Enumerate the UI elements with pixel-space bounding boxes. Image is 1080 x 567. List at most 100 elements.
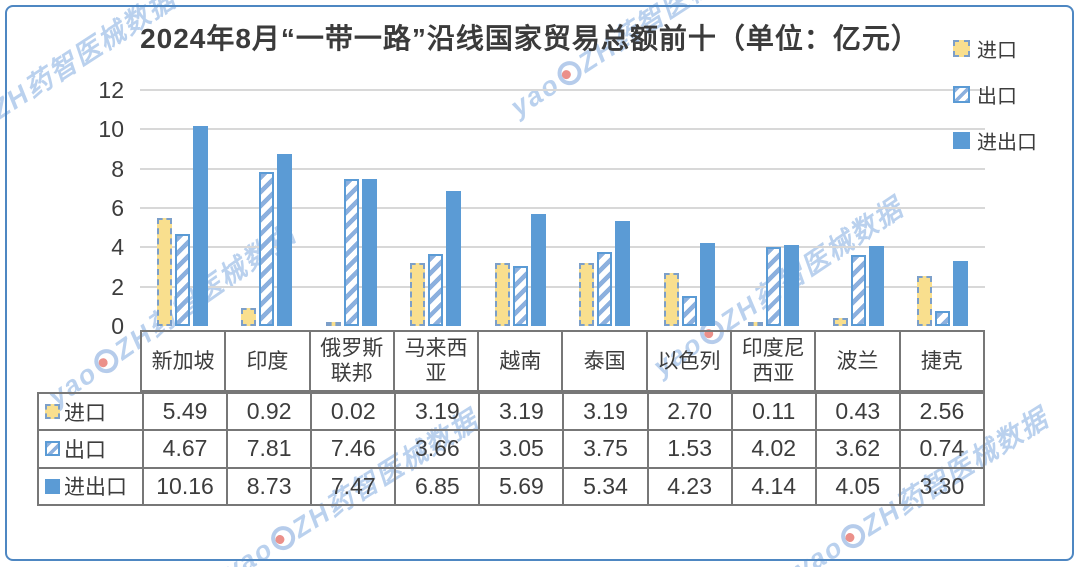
table-row-import: 进口 5.49 0.92 0.02 3.19 3.19 3.19 2.70 0.11 0.43 2.… [39,394,983,430]
category-header-cell: 俄罗斯 联邦 [308,332,393,390]
category-header-cell: 越南 [477,332,561,390]
bar-total-印度 [277,154,293,326]
category-header-cell: 马来西 亚 [392,332,477,390]
legend-label-export: 出口 [977,85,1017,108]
table-value-cell: 7.47 [310,468,394,504]
export-swatch-icon [45,441,60,457]
import-swatch-icon [953,39,970,57]
total-swatch-icon [953,131,970,149]
bar-import-越南 [494,263,510,326]
chart-title: 2024年8月“一带一路”沿线国家贸易总额前十（单位：亿元） [140,23,920,54]
table-value-cell: 4.05 [814,468,899,504]
y-axis-tick-label: 2 [111,273,124,300]
table-value-cell: 2.56 [898,394,983,430]
table-value-cell: 4.67 [142,431,226,467]
table-value-cell: 4.14 [730,468,815,504]
gridline [140,167,985,170]
bar-export-波兰 [850,254,866,326]
table-value-cell: 0.43 [814,394,899,430]
table-value-cell: 0.74 [898,431,983,467]
bar-import-泰国 [579,263,595,326]
category-header-cell: 印度 [224,332,308,390]
total-swatch-icon [45,478,60,494]
y-axis-tick-label: 12 [98,77,124,103]
table-value-cell: 5.34 [562,468,646,504]
bar-export-新加坡 [174,234,190,326]
y-axis-tick-label: 0 [111,313,124,339]
table-value-cell: 2.70 [646,394,731,430]
bar-total-俄罗斯联邦 [361,179,377,326]
gridline [140,89,985,91]
table-row-total: 进出口 10.16 8.73 7.47 6.85 5.69 5.34 4.23 4.14 4.05… [39,466,983,504]
y-axis-tick-label: 4 [111,234,124,261]
row-label-import: 进口 [39,394,142,429]
bar-import-波兰 [832,317,848,326]
data-table: 进口 5.49 0.92 0.02 3.19 3.19 3.19 2.70 0.11 0.43 2.… [37,392,985,506]
category-header-cell: 以色列 [645,332,730,390]
bar-export-以色列 [681,295,697,326]
table-value-cell: 0.92 [226,394,310,430]
row-label-text: 出口 [64,438,106,462]
gridline [140,246,985,249]
table-value-cell: 3.66 [394,431,478,467]
bar-export-俄罗斯联邦 [343,179,359,326]
category-header-row: 新加坡 印度 俄罗斯 联邦 马来西 亚越南 泰国 以色列 印度尼 西亚 波兰 捷克 [140,330,985,392]
bar-export-印度 [259,172,275,326]
table-value-cell: 1.53 [646,431,731,467]
table-value-cell: 3.19 [478,394,562,430]
bar-export-泰国 [597,252,613,326]
legend-label-total: 进出口 [977,131,1037,154]
bar-import-捷克 [917,275,933,326]
table-value-cell: 3.05 [478,431,562,467]
table-value-cell: 6.85 [394,468,478,504]
row-label-total: 进出口 [39,469,142,504]
category-header-cell: 泰国 [561,332,645,390]
table-value-cell: 3.62 [814,431,899,467]
row-label-text: 进出口 [64,476,127,500]
table-value-cell: 3.75 [562,431,646,467]
table-value-cell: 0.02 [310,394,394,430]
plot-area [140,89,985,326]
category-header-cell: 波兰 [814,332,898,390]
gridline [140,128,985,131]
category-header-cell: 捷克 [898,332,983,390]
table-value-cell: 5.69 [478,468,562,504]
bar-export-印度尼西亚 [766,246,782,326]
table-value-cell: 4.02 [730,431,815,467]
table-value-cell: 7.46 [310,431,394,467]
bar-total-泰国 [615,220,631,326]
category-header-cell: 印度尼 西亚 [730,332,814,390]
import-swatch-icon [45,404,60,420]
bar-total-以色列 [699,242,715,326]
category-header-cell: 新加坡 [151,349,215,373]
table-row-export: 出口 4.67 7.81 7.46 3.66 3.05 3.75 1.53 4.02 3.62 0.… [39,429,983,467]
y-axis-tick-label: 6 [111,195,124,221]
y-axis: 0 2 4 6 8 10 12 [72,77,132,339]
export-swatch-icon [953,85,970,103]
bar-total-越南 [530,214,546,326]
row-label-export: 出口 [39,431,142,466]
bar-export-马来西亚 [428,254,444,326]
gridline [140,207,985,209]
legend-item-import: 进口 [953,36,1037,62]
gridline [140,285,985,288]
y-axis-tick-label: 10 [98,116,124,143]
table-value-cell: 10.16 [142,468,226,504]
legend-item-export: 出口 [953,82,1037,108]
legend-item-total: 进出口 [953,128,1037,154]
table-value-cell: 3.30 [898,468,983,504]
legend-label-import: 进口 [977,39,1017,62]
bar-total-捷克 [953,261,969,326]
bar-import-印度尼西亚 [748,322,764,326]
bar-export-越南 [512,266,528,326]
bar-import-印度 [241,307,257,326]
table-value-cell: 0.11 [730,394,815,430]
bar-total-印度尼西亚 [784,244,800,326]
table-value-cell: 3.19 [562,394,646,430]
bar-total-马来西亚 [446,191,462,326]
bar-import-新加坡 [156,218,172,326]
table-value-cell: 7.81 [226,431,310,467]
bar-export-捷克 [935,311,951,326]
bar-total-波兰 [868,246,884,326]
